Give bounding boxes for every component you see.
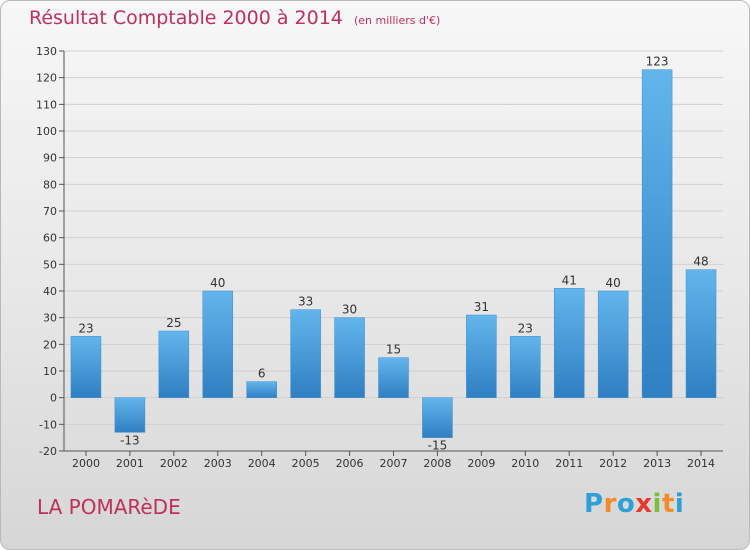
y-tick-label: -10 [39,418,57,431]
y-tick-label: 50 [43,258,57,271]
logo-letter: P [584,489,604,519]
bar-value-label: 33 [298,295,313,309]
y-tick-label: 90 [43,152,57,165]
bar-value-label: 41 [562,273,577,287]
bar-value-label: 123 [646,55,669,69]
bar-value-label: 31 [474,300,489,314]
bar [553,288,585,398]
bar-value-label: 23 [78,321,93,335]
bar [510,336,541,398]
bar [422,397,453,438]
logo-letter: o [616,489,636,519]
x-tick-label: 2014 [687,457,715,470]
bar-value-label: -15 [428,439,448,453]
y-tick-label: 40 [43,285,57,298]
y-tick-label: 30 [43,312,57,325]
x-tick-label: 2012 [599,457,627,470]
labels: -20 -10 0 10 20 30 40 50 60 70 80 90 100 110 120 130 23 2… [36,45,715,470]
axes [59,50,723,456]
chart-title-text: Résultat Comptable 2000 à 2014 [29,7,343,29]
y-tick-label: 80 [43,178,57,191]
bar [70,336,102,398]
bar [466,314,497,398]
y-tick-label: 110 [36,98,57,111]
y-tick-label: 0 [50,392,57,405]
logo-letter: t [661,489,675,519]
bar-value-label: 15 [386,343,401,357]
bar [158,330,190,398]
x-tick-label: 2007 [380,457,408,470]
x-tick-label: 2013 [643,457,671,470]
x-tick-label: 2008 [423,457,451,470]
bars [70,69,717,438]
x-tick-label: 2006 [336,457,364,470]
x-tick-label: 2003 [204,457,232,470]
bar [685,269,717,398]
logo-letter: x [635,489,653,519]
logo-letter: i [652,489,662,519]
x-tick-label: 2005 [292,457,320,470]
bar-value-label: -13 [120,433,140,447]
chart-title: Résultat Comptable 2000 à 2014 (en milli… [29,7,440,29]
bar-value-label: 6 [258,367,266,381]
y-tick-label: 130 [36,45,57,58]
bar-value-label: 40 [606,276,621,290]
logo-letter: r [603,489,617,519]
bar-value-label: 40 [210,276,225,290]
chart-unit-label: (en milliers d'€) [353,14,441,27]
y-tick-label: 20 [43,338,57,351]
x-tick-label: 2010 [511,457,539,470]
proxiti-logo: Proxiti [584,489,684,519]
y-tick-label: 70 [43,205,57,218]
y-tick-label: 120 [36,72,57,85]
bar-value-label: 48 [693,255,708,269]
x-tick-label: 2000 [72,457,100,470]
bar [334,317,365,398]
x-tick-label: 2001 [116,457,144,470]
bar [641,69,673,398]
logo-letter: i [674,489,685,519]
x-tick-label: 2011 [555,457,583,470]
y-tick-label: 60 [43,232,57,245]
y-tick-label: 100 [36,125,57,138]
bar-value-label: 30 [342,303,357,317]
bar [246,381,277,398]
bar [597,290,629,398]
bar-value-label: 23 [518,321,533,335]
y-tick-label: -20 [39,445,57,458]
bar [202,290,234,398]
bar-value-label: 25 [166,316,181,330]
bar [378,357,409,398]
x-tick-label: 2009 [467,457,495,470]
x-tick-label: 2004 [248,457,276,470]
bar [114,397,146,433]
bar [290,309,321,398]
commune-name: LA POMARèDE [37,495,181,519]
y-tick-label: 10 [43,365,57,378]
x-tick-label: 2002 [160,457,188,470]
